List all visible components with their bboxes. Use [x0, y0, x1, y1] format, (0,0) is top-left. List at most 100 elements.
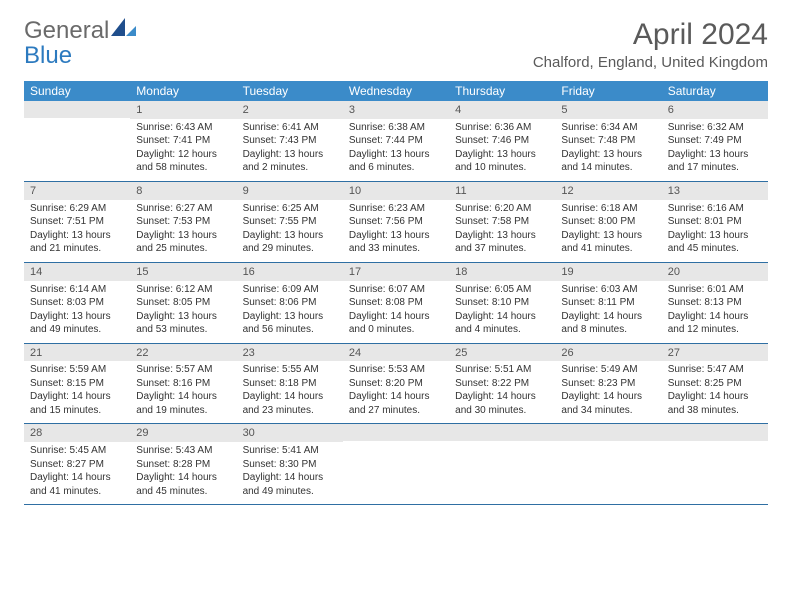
sunset-line: Sunset: 8:18 PM	[243, 377, 337, 391]
day-number: 17	[343, 263, 449, 281]
daylight-line: Daylight: 13 hours and 21 minutes.	[30, 229, 124, 256]
sunrise-line: Sunrise: 6:43 AM	[136, 121, 230, 135]
day-number: 6	[662, 101, 768, 119]
day-number: 9	[237, 182, 343, 200]
weekday-thursday: Thursday	[449, 81, 555, 101]
day-number: 3	[343, 101, 449, 119]
daylight-line: Daylight: 13 hours and 6 minutes.	[349, 148, 443, 175]
sunrise-line: Sunrise: 6:32 AM	[668, 121, 762, 135]
day-cell: 5Sunrise: 6:34 AMSunset: 7:48 PMDaylight…	[555, 101, 661, 181]
sunset-line: Sunset: 7:53 PM	[136, 215, 230, 229]
day-cell	[24, 101, 130, 181]
day-body: Sunrise: 6:36 AMSunset: 7:46 PMDaylight:…	[449, 119, 555, 181]
sunrise-line: Sunrise: 5:43 AM	[136, 444, 230, 458]
day-number: 15	[130, 263, 236, 281]
sunrise-line: Sunrise: 6:12 AM	[136, 283, 230, 297]
day-body: Sunrise: 5:45 AMSunset: 8:27 PMDaylight:…	[24, 442, 130, 504]
day-number: 21	[24, 344, 130, 362]
daylight-line: Daylight: 13 hours and 33 minutes.	[349, 229, 443, 256]
weekday-sunday: Sunday	[24, 81, 130, 101]
sunset-line: Sunset: 7:49 PM	[668, 134, 762, 148]
day-body: Sunrise: 6:05 AMSunset: 8:10 PMDaylight:…	[449, 281, 555, 343]
day-number: 13	[662, 182, 768, 200]
sunset-line: Sunset: 8:28 PM	[136, 458, 230, 472]
sunrise-line: Sunrise: 6:36 AM	[455, 121, 549, 135]
day-number: 24	[343, 344, 449, 362]
day-body: Sunrise: 6:16 AMSunset: 8:01 PMDaylight:…	[662, 200, 768, 262]
day-number: 29	[130, 424, 236, 442]
sunrise-line: Sunrise: 6:20 AM	[455, 202, 549, 216]
sunrise-line: Sunrise: 6:16 AM	[668, 202, 762, 216]
daylight-line: Daylight: 13 hours and 25 minutes.	[136, 229, 230, 256]
sunrise-line: Sunrise: 6:29 AM	[30, 202, 124, 216]
day-number: 5	[555, 101, 661, 119]
sunrise-line: Sunrise: 6:25 AM	[243, 202, 337, 216]
sunrise-line: Sunrise: 6:23 AM	[349, 202, 443, 216]
day-number: 2	[237, 101, 343, 119]
sunset-line: Sunset: 7:56 PM	[349, 215, 443, 229]
day-number: 12	[555, 182, 661, 200]
day-cell: 15Sunrise: 6:12 AMSunset: 8:05 PMDayligh…	[130, 263, 236, 343]
sunrise-line: Sunrise: 5:59 AM	[30, 363, 124, 377]
day-cell: 26Sunrise: 5:49 AMSunset: 8:23 PMDayligh…	[555, 344, 661, 424]
sunrise-line: Sunrise: 5:41 AM	[243, 444, 337, 458]
day-body: Sunrise: 6:01 AMSunset: 8:13 PMDaylight:…	[662, 281, 768, 343]
day-cell	[555, 424, 661, 504]
sunset-line: Sunset: 7:55 PM	[243, 215, 337, 229]
daylight-line: Daylight: 14 hours and 19 minutes.	[136, 390, 230, 417]
header: General Blue April 2024 Chalford, Englan…	[24, 18, 768, 71]
week-row: 14Sunrise: 6:14 AMSunset: 8:03 PMDayligh…	[24, 263, 768, 344]
sunset-line: Sunset: 8:22 PM	[455, 377, 549, 391]
daylight-line: Daylight: 13 hours and 41 minutes.	[561, 229, 655, 256]
day-cell: 1Sunrise: 6:43 AMSunset: 7:41 PMDaylight…	[130, 101, 236, 181]
day-body: Sunrise: 6:25 AMSunset: 7:55 PMDaylight:…	[237, 200, 343, 262]
sunrise-line: Sunrise: 6:38 AM	[349, 121, 443, 135]
day-cell: 29 Sunrise: 5:43 AMSunset: 8:28 PMDayligh…	[130, 424, 236, 504]
day-body: Sunrise: 6:14 AMSunset: 8:03 PMDaylight:…	[24, 281, 130, 343]
daylight-line: Daylight: 13 hours and 53 minutes.	[136, 310, 230, 337]
daylight-line: Daylight: 14 hours and 23 minutes.	[243, 390, 337, 417]
day-body: Sunrise: 6:03 AMSunset: 8:11 PMDaylight:…	[555, 281, 661, 343]
day-body: Sunrise: 5:47 AMSunset: 8:25 PMDaylight:…	[662, 361, 768, 423]
day-body: Sunrise: 5:59 AMSunset: 8:15 PMDaylight:…	[24, 361, 130, 423]
day-cell: 19Sunrise: 6:03 AMSunset: 8:11 PMDayligh…	[555, 263, 661, 343]
day-cell: 13Sunrise: 6:16 AMSunset: 8:01 PMDayligh…	[662, 182, 768, 262]
day-body: Sunrise: 6:34 AMSunset: 7:48 PMDaylight:…	[555, 119, 661, 181]
daylight-line: Daylight: 14 hours and 49 minutes.	[243, 471, 337, 498]
sunset-line: Sunset: 8:25 PM	[668, 377, 762, 391]
sunset-line: Sunset: 8:06 PM	[243, 296, 337, 310]
day-body: Sunrise: 5:53 AMSunset: 8:20 PMDaylight:…	[343, 361, 449, 423]
day-number: 30	[237, 424, 343, 442]
sunset-line: Sunset: 7:44 PM	[349, 134, 443, 148]
day-body: Sunrise: 6:27 AMSunset: 7:53 PMDaylight:…	[130, 200, 236, 262]
title-block: April 2024 Chalford, England, United Kin…	[533, 18, 768, 71]
day-number: 18	[449, 263, 555, 281]
daylight-line: Daylight: 14 hours and 38 minutes.	[668, 390, 762, 417]
day-cell: 18Sunrise: 6:05 AMSunset: 8:10 PMDayligh…	[449, 263, 555, 343]
daylight-line: Daylight: 14 hours and 12 minutes.	[668, 310, 762, 337]
day-cell: 10 Sunrise: 6:23 AMSunset: 7:56 PMDayligh…	[343, 182, 449, 262]
day-cell	[343, 424, 449, 504]
day-cell: 25Sunrise: 5:51 AMSunset: 8:22 PMDayligh…	[449, 344, 555, 424]
daylight-line: Daylight: 14 hours and 0 minutes.	[349, 310, 443, 337]
day-cell: 24Sunrise: 5:53 AMSunset: 8:20 PMDayligh…	[343, 344, 449, 424]
sunset-line: Sunset: 7:46 PM	[455, 134, 549, 148]
day-body: Sunrise: 6:07 AMSunset: 8:08 PMDaylight:…	[343, 281, 449, 343]
week-row: 21Sunrise: 5:59 AMSunset: 8:15 PMDayligh…	[24, 344, 768, 425]
day-number: 27	[662, 344, 768, 362]
sunrise-line: Sunrise: 6:05 AM	[455, 283, 549, 297]
day-body: Sunrise: 6:29 AMSunset: 7:51 PMDaylight:…	[24, 200, 130, 262]
week-row: 7Sunrise: 6:29 AMSunset: 7:51 PMDaylight…	[24, 182, 768, 263]
sunrise-line: Sunrise: 6:09 AM	[243, 283, 337, 297]
weekday-tuesday: Tuesday	[237, 81, 343, 101]
sunrise-line: Sunrise: 5:53 AM	[349, 363, 443, 377]
daylight-line: Daylight: 14 hours and 45 minutes.	[136, 471, 230, 498]
sail-icon	[111, 18, 137, 43]
day-body: Sunrise: 6:20 AMSunset: 7:58 PMDaylight:…	[449, 200, 555, 262]
daylight-line: Daylight: 14 hours and 30 minutes.	[455, 390, 549, 417]
sunrise-line: Sunrise: 6:27 AM	[136, 202, 230, 216]
sunset-line: Sunset: 8:08 PM	[349, 296, 443, 310]
day-number: 11	[449, 182, 555, 200]
day-body: Sunrise: 6:43 AMSunset: 7:41 PMDaylight:…	[130, 119, 236, 181]
day-number: 10	[343, 182, 449, 200]
